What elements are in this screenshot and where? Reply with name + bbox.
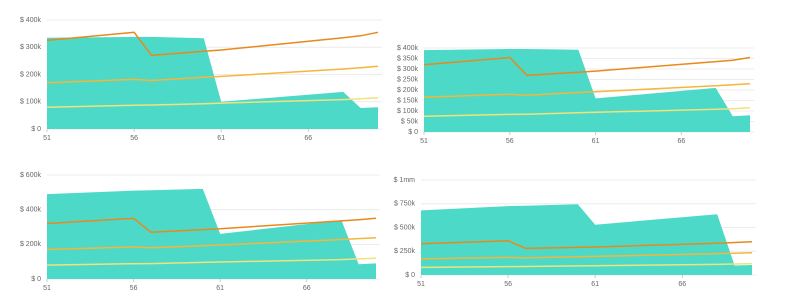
y-tick-label: $ 350k [397,55,419,62]
y-tick-label: $ 0 [408,129,418,136]
y-tick-label: $ 750k [394,201,416,208]
x-tick-label: 51 [43,135,51,142]
y-tick-label: $ 0 [31,276,41,283]
y-tick-label: $ 1mm [394,177,416,184]
line [46,217,377,233]
area [424,49,750,132]
x-tick-label: 61 [217,135,225,142]
x-tick-label: 66 [677,138,685,145]
y-tick-label: $ 400k [20,17,42,24]
x-tick-label: 66 [303,285,311,292]
chart-panel: $ 0 $ 50k $ 100k $ 150k $ 200k $ 250k $ 300k $ … [397,45,754,145]
line [420,262,753,269]
x-tick-label: 51 [420,138,428,145]
x-tick-label: 56 [506,138,514,145]
x-tick-label: 61 [591,281,599,288]
line [423,56,751,77]
x-tick-label: 56 [504,281,512,288]
x-tick-label: 51 [417,281,425,288]
x-tick-label: 51 [43,285,51,292]
y-tick-label: $ 250k [397,76,419,83]
line [46,65,379,84]
y-tick-label: $ 600k [20,172,42,179]
x-tick-label: 66 [678,281,686,288]
line [423,82,751,99]
y-tick-label: $ 50k [401,118,419,125]
y-tick-label: $ 0 [405,272,415,279]
line [420,240,753,250]
y-tick-label: $ 200k [397,87,419,94]
y-tick-label: $ 200k [20,241,42,248]
x-tick-label: 56 [130,285,138,292]
y-tick-label: $ 400k [20,207,42,214]
y-tick-label: $ 250k [394,248,416,255]
chart-panel: $ 0 $ 200k $ 400k $ 600k 51 56 61 66 [20,172,380,292]
chart-panel: $ 0 $ 250k $ 500k $ 750k $ 1mm 51 56 61 66 [394,177,756,288]
chart-panel: $ 0 $ 100k $ 200k $ 300k $ 400k 51 56 61 66 [20,17,382,142]
y-tick-label: $ 400k [397,45,419,52]
y-tick-label: $ 100k [20,99,42,106]
x-tick-label: 61 [216,285,224,292]
y-tick-label: $ 300k [397,66,419,73]
line [46,236,377,251]
x-tick-label: 66 [304,135,312,142]
y-tick-label: $ 150k [397,97,419,104]
y-tick-label: $ 200k [20,71,42,78]
y-tick-label: $ 500k [394,224,416,231]
x-tick-label: 56 [130,135,138,142]
x-tick-label: 61 [592,138,600,145]
line [46,257,377,266]
line [420,251,753,260]
line [46,96,379,108]
area [47,188,376,279]
line [46,31,379,57]
y-tick-label: $ 100k [397,108,419,115]
y-tick-label: $ 0 [31,126,41,133]
y-tick-label: $ 300k [20,44,42,51]
line [423,107,751,118]
